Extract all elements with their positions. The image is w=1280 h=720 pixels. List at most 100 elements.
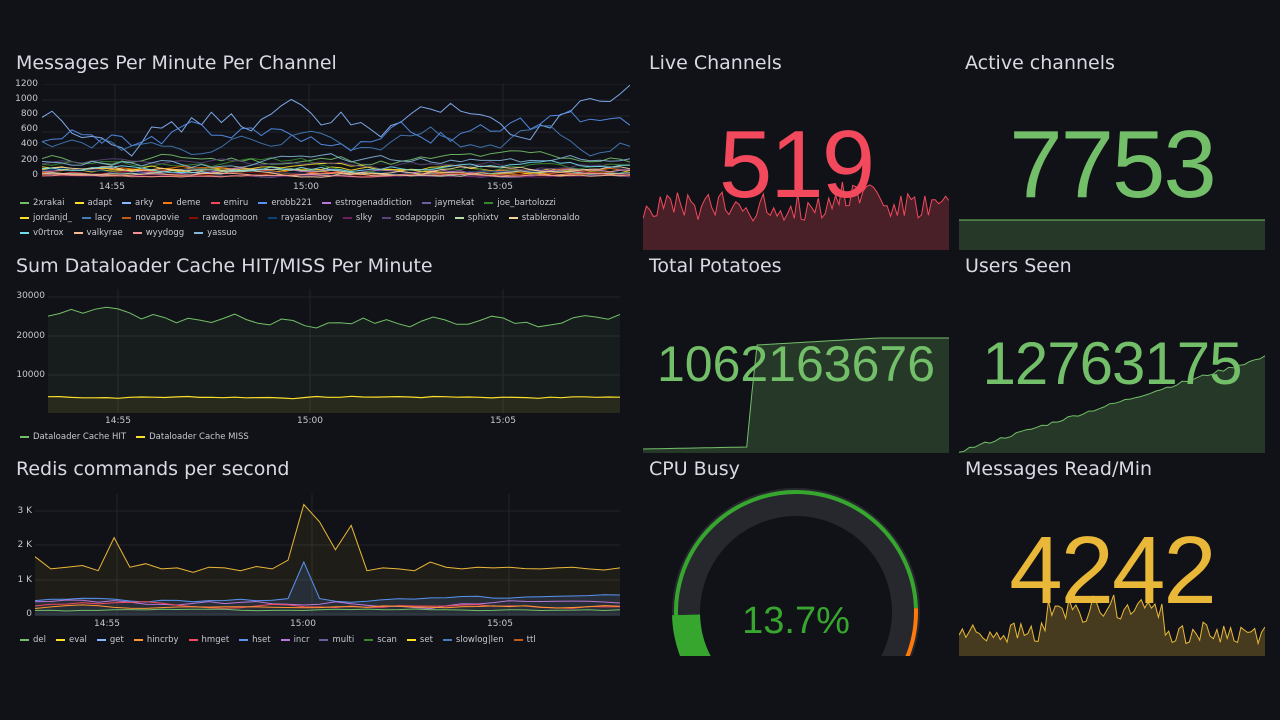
sparkline-line [959, 594, 1265, 646]
legend-label: v0rtrox [33, 228, 64, 238]
legend-item[interactable]: 2xrakai [20, 196, 65, 211]
cache-chart[interactable] [48, 289, 620, 413]
cache-panel-title[interactable]: Sum Dataloader Cache HIT/MISS Per Minute [16, 255, 433, 277]
legend-swatch [267, 216, 277, 219]
legend-item[interactable]: v0rtrox [20, 226, 64, 241]
x-tick: 14:55 [105, 416, 131, 426]
legend-item[interactable]: hincrby [133, 633, 179, 648]
legend-item[interactable]: eval [56, 633, 87, 648]
legend-item[interactable]: incr [280, 633, 310, 648]
sparkline-line [643, 337, 949, 450]
legend-label: rawdogmoon [202, 213, 258, 223]
legend-item[interactable]: jordanjd_ [20, 211, 72, 226]
legend-item[interactable]: get [96, 633, 124, 648]
legend-label: joe_bartolozzi [497, 198, 556, 208]
active-channels-value: 7753 [1009, 111, 1217, 218]
series-line [42, 172, 630, 178]
legend-item[interactable]: yassuo [194, 226, 237, 241]
cache-legend: Dataloader Cache HIT Dataloader Cache MIS… [20, 430, 620, 445]
legend-item[interactable]: jaymekat [421, 196, 474, 211]
messages-read-title[interactable]: Messages Read/Min [965, 458, 1153, 480]
legend-swatch [73, 231, 83, 234]
legend-item[interactable]: slky [342, 211, 372, 226]
legend-item[interactable]: slowlog|len [442, 633, 504, 648]
total-potatoes-sparkline [643, 337, 949, 453]
legend-label: incr [293, 635, 310, 645]
legend-item[interactable]: lacy [81, 211, 112, 226]
live-channels-value: 519 [718, 111, 875, 218]
x-tick: 15:05 [487, 619, 513, 629]
redis-chart[interactable] [35, 494, 620, 616]
y-tick: 30000 [16, 291, 45, 301]
legend-label: stableronaldo [521, 213, 580, 223]
legend-item[interactable]: ttl [513, 633, 536, 648]
gauge-arc [905, 608, 918, 656]
legend-item[interactable]: rawdogmoon [189, 211, 258, 226]
redis-panel-title[interactable]: Redis commands per second [16, 458, 290, 480]
legend-label: multi [332, 635, 355, 645]
redis-panel: Redis commands per second 3 K 2 K 1 K 0 … [10, 454, 630, 654]
y-tick: 2 K [17, 540, 33, 550]
messages-read-value: 4242 [1009, 517, 1217, 624]
legend-label: ttl [526, 635, 536, 645]
series-line [42, 125, 630, 157]
series-line [35, 608, 620, 612]
legend-item[interactable]: Dataloader Cache HIT [20, 430, 126, 445]
legend-label: set [419, 635, 433, 645]
legend-item[interactable]: emiru [210, 196, 248, 211]
live-channels-title[interactable]: Live Channels [649, 52, 782, 74]
legend-item[interactable]: wyydogg [132, 226, 185, 241]
legend-item[interactable]: sodapoppin [382, 211, 445, 226]
sparkline-area [959, 220, 1265, 250]
legend-item[interactable]: scan [364, 633, 397, 648]
hit-line [48, 306, 620, 329]
x-tick: 15:00 [293, 182, 319, 192]
y-tick: 200 [20, 155, 38, 165]
live-channels-panel: Live Channels 519 [643, 48, 949, 250]
legend-item[interactable]: arky [122, 196, 153, 211]
legend-item[interactable]: set [406, 633, 433, 648]
y-tick: 10000 [16, 370, 45, 380]
messages-chart[interactable] [42, 84, 630, 180]
live-channels-sparkline [643, 181, 949, 250]
legend-label: wyydogg [145, 228, 185, 238]
miss-line [48, 395, 620, 400]
legend-item[interactable]: sphixtv [454, 211, 499, 226]
messages-panel-title[interactable]: Messages Per Minute Per Channel [16, 52, 337, 74]
x-tick: 15:00 [290, 619, 316, 629]
legend-item[interactable]: multi [319, 633, 354, 648]
legend-item[interactable]: Dataloader Cache MISS [136, 430, 249, 445]
legend-swatch [364, 638, 374, 641]
legend-swatch [239, 638, 249, 641]
legend-item[interactable]: estrogenaddiction [322, 196, 412, 211]
legend-item[interactable]: adapt [74, 196, 112, 211]
y-tick: 800 [20, 109, 38, 119]
legend-item[interactable]: rayasianboy [267, 211, 333, 226]
active-channels-title[interactable]: Active channels [965, 52, 1115, 74]
legend-label: del [33, 635, 46, 645]
legend-item[interactable]: hmget [188, 633, 229, 648]
sparkline-area [959, 355, 1265, 453]
gauge-arc [672, 614, 711, 656]
legend-item[interactable]: novapovie [122, 211, 179, 226]
legend-swatch [189, 216, 199, 219]
messages-legend: 2xrakai adapt arky deme emiru erobb221 estroge… [20, 196, 620, 241]
sparkline-area [643, 182, 949, 250]
sparkline-line [959, 355, 1265, 453]
series-line [42, 153, 630, 168]
legend-item[interactable]: deme [163, 196, 201, 211]
cpu-busy-title[interactable]: CPU Busy [649, 458, 740, 480]
total-potatoes-title[interactable]: Total Potatoes [649, 255, 782, 277]
legend-swatch [421, 201, 431, 204]
legend-swatch [513, 638, 523, 641]
legend-item[interactable]: stableronaldo [508, 211, 580, 226]
legend-label: deme [176, 198, 201, 208]
legend-item[interactable]: erobb221 [258, 196, 312, 211]
legend-item[interactable]: del [20, 633, 46, 648]
legend-item[interactable]: valkyrae [73, 226, 123, 241]
legend-item[interactable]: joe_bartolozzi [484, 196, 556, 211]
series-line [42, 165, 630, 178]
legend-item[interactable]: hset [239, 633, 271, 648]
legend-label: slowlog|len [455, 635, 504, 645]
users-seen-title[interactable]: Users Seen [965, 255, 1072, 277]
